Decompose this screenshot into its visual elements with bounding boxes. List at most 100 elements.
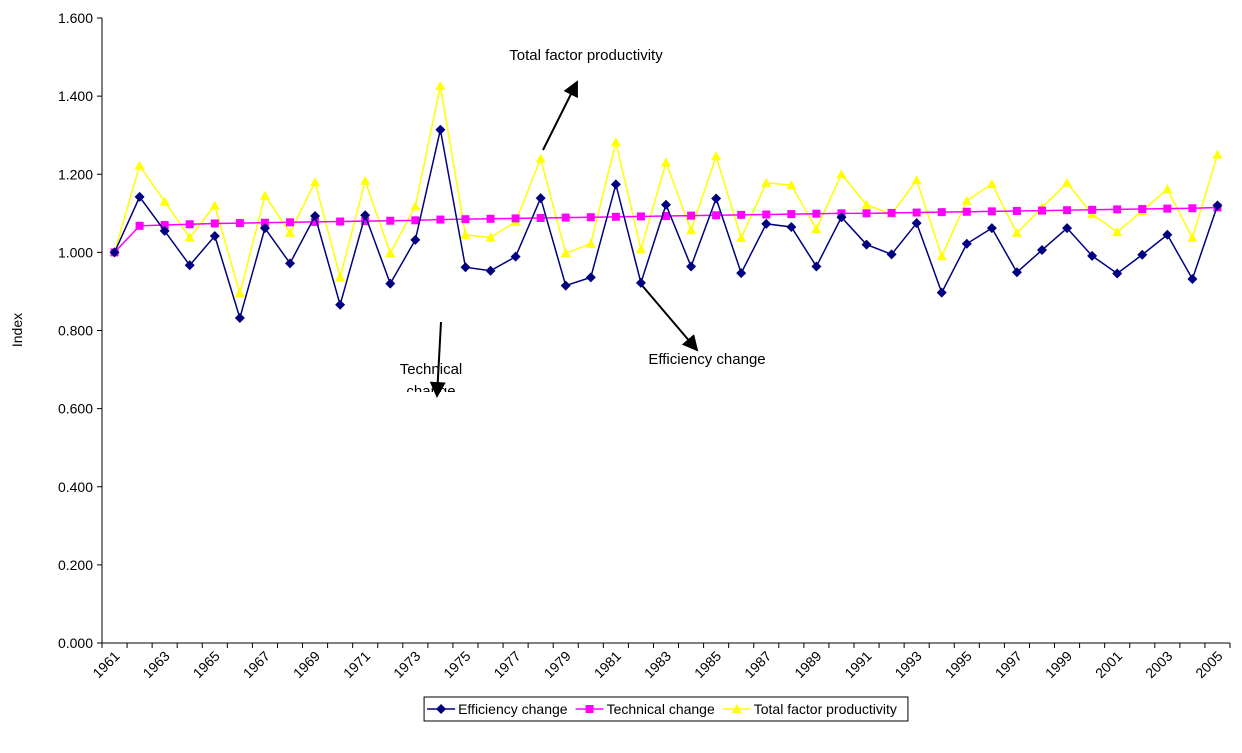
point [485,265,496,276]
point [134,191,145,202]
y-axis-label: Index [9,313,25,347]
point [134,160,145,170]
point [310,211,321,222]
point [1063,206,1072,215]
legend-item: Technical change [575,701,715,717]
point [1012,206,1021,215]
y-tick-label: 1.200 [58,166,93,182]
point [310,177,321,187]
point [435,124,446,135]
legend-marker [436,704,447,714]
point [585,238,596,248]
y-tick-label: 1.400 [58,88,93,104]
annotation: Total factor productivity [509,47,663,64]
point [712,211,721,220]
point [786,221,797,232]
point [285,258,295,269]
point [762,210,771,219]
x-tick-label: 1965 [190,648,223,681]
point [1138,205,1147,214]
point [711,151,722,161]
point [461,215,470,224]
point [761,218,772,229]
point [159,225,170,236]
annotation-arrow [429,321,446,398]
point [1187,232,1198,242]
point [560,248,571,258]
point [836,169,847,179]
point [1088,205,1097,214]
point [1212,149,1223,159]
point [686,225,697,235]
annotation: Efficiency change [648,351,766,368]
x-tick-label: 1997 [992,648,1025,681]
point [335,272,346,282]
point [209,230,220,241]
point [109,247,120,258]
point [811,223,822,233]
annotation-arrow [639,282,699,352]
point [386,216,395,225]
point [610,137,621,147]
point [1113,205,1122,214]
y-tick-label: 0.600 [58,401,93,417]
point [861,239,872,250]
point [510,251,521,262]
legend-item: Total factor productivity [722,701,897,717]
x-tick-label: 1991 [841,648,874,681]
point [986,223,997,234]
x-tick-label: 1975 [440,648,473,681]
point [836,212,847,223]
x-tick-label: 1969 [290,648,323,681]
point [736,268,747,279]
series-markers [110,203,1222,257]
point [1137,249,1148,260]
point [135,221,144,230]
x-tick-label: 1981 [591,648,624,681]
point [611,212,620,221]
point [585,272,596,283]
legend-marker [585,705,594,713]
point [1188,204,1197,213]
x-tick-label: 2001 [1092,648,1125,681]
y-tick-label: 1.600 [58,10,93,26]
x-tick-label: 1995 [942,648,975,681]
annotation: Technical change [399,361,463,392]
point [436,215,445,224]
point [711,193,722,204]
point [1162,184,1173,194]
point [661,199,671,210]
point [486,214,495,223]
point [209,200,220,210]
point [1062,223,1073,234]
point [736,232,747,242]
point [286,218,294,227]
point [561,213,570,222]
point [1187,273,1198,284]
point [210,219,219,228]
point [410,234,421,245]
point [1112,268,1123,279]
point [234,313,245,323]
legend [423,696,909,722]
point [535,153,546,163]
point [887,208,896,217]
point [259,190,270,200]
point [1037,245,1047,256]
series-markers [109,124,1223,323]
y-tick-label: 0.400 [58,479,93,495]
x-tick-label: 1963 [139,648,172,681]
point [610,179,621,190]
point [336,217,345,226]
point [260,218,269,227]
point [160,221,169,230]
x-tick-label: 1971 [340,648,373,681]
point [435,80,446,90]
point [360,210,371,221]
point [786,180,797,190]
point [385,278,396,289]
point [961,238,972,249]
point [159,196,170,206]
x-tick-label: 2003 [1142,648,1175,681]
